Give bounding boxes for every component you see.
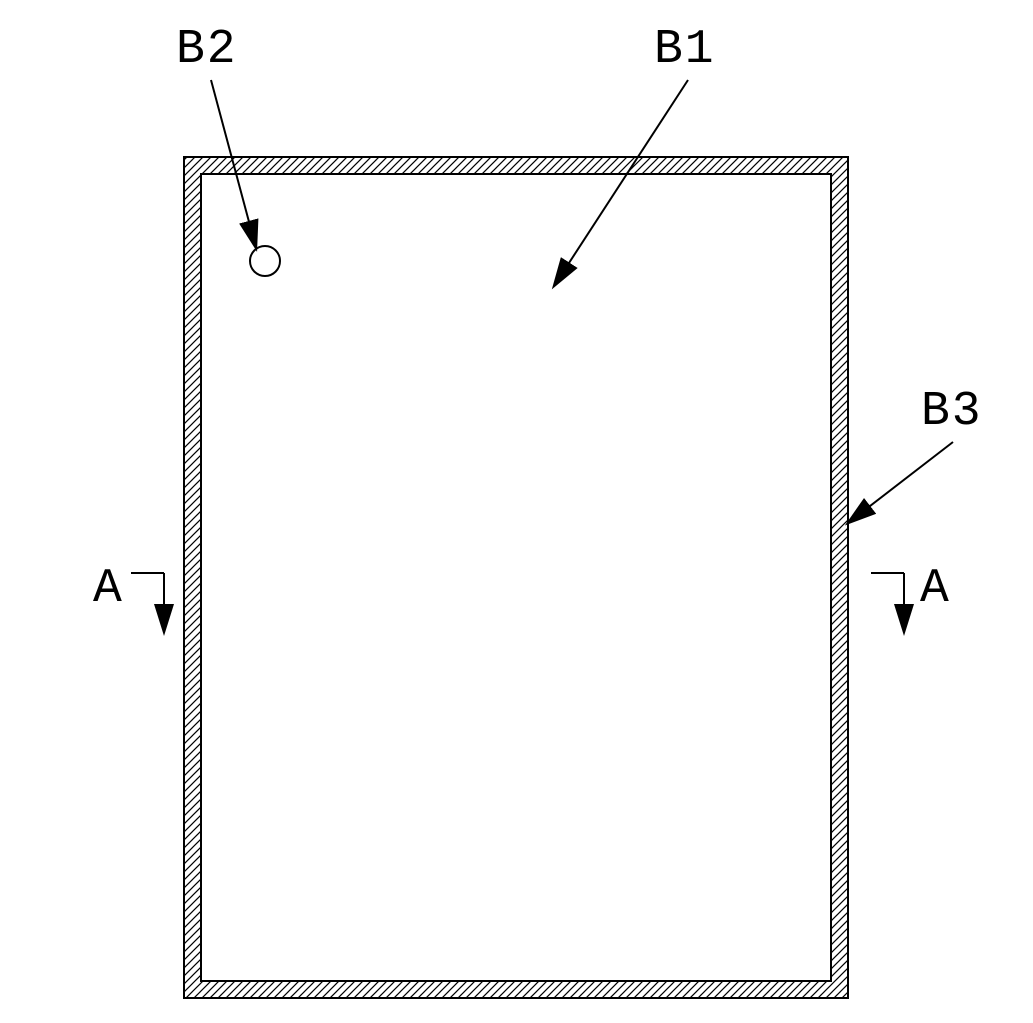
section-mark-A-right (871, 573, 904, 632)
leader-B3 (848, 442, 953, 523)
engineering-diagram: B1 B2 B3 A A (0, 0, 1033, 1023)
panel-hole-B2 (250, 246, 280, 276)
label-B2: B2 (176, 23, 238, 77)
label-B1: B1 (654, 23, 716, 77)
panel-frame (184, 157, 848, 998)
label-A-right: A (920, 562, 951, 616)
section-mark-A-left (131, 573, 164, 632)
label-B3: B3 (921, 385, 983, 439)
leader-B1 (554, 80, 688, 286)
label-A-left: A (93, 562, 124, 616)
